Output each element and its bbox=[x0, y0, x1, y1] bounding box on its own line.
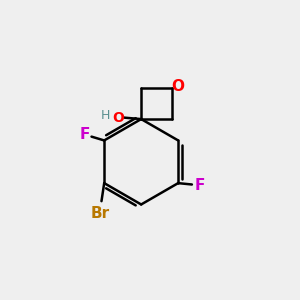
Text: F: F bbox=[79, 127, 90, 142]
Text: H: H bbox=[101, 109, 110, 122]
Text: Br: Br bbox=[90, 206, 110, 221]
Text: O: O bbox=[171, 79, 184, 94]
Text: F: F bbox=[195, 178, 205, 193]
Text: O: O bbox=[112, 111, 124, 124]
